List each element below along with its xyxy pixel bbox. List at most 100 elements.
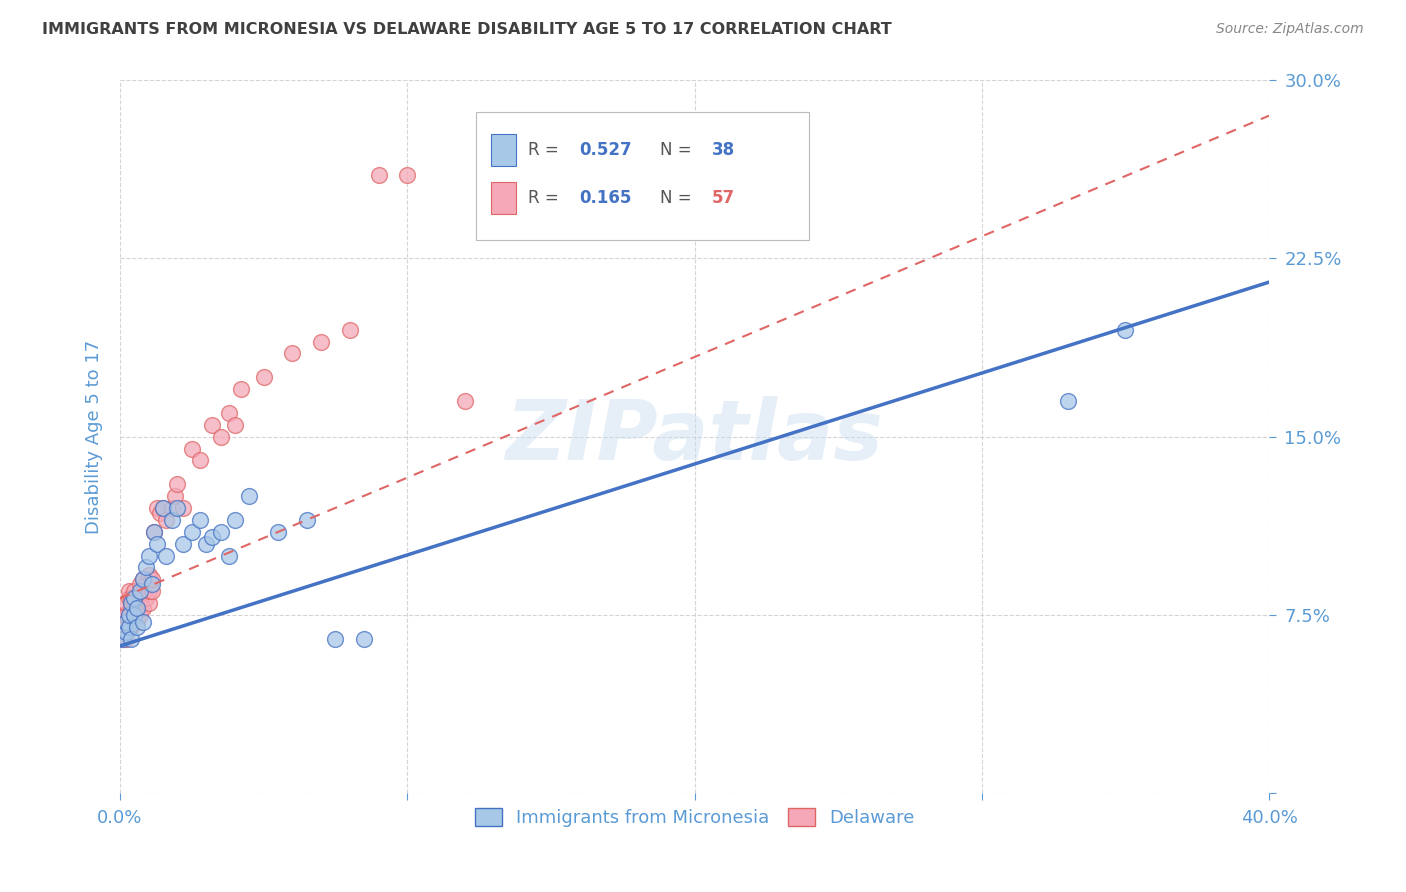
- Point: [141, 572, 163, 586]
- Point: [124, 584, 146, 599]
- Point: [190, 513, 212, 527]
- Point: [143, 524, 166, 539]
- Point: [114, 632, 136, 646]
- Text: IMMIGRANTS FROM MICRONESIA VS DELAWARE DISABILITY AGE 5 TO 17 CORRELATION CHART: IMMIGRANTS FROM MICRONESIA VS DELAWARE D…: [42, 22, 891, 37]
- Text: R =: R =: [527, 141, 564, 159]
- Point: [224, 417, 246, 432]
- Point: [510, 203, 533, 218]
- Text: 0.165: 0.165: [579, 189, 633, 207]
- Point: [209, 430, 232, 444]
- Point: [124, 591, 146, 606]
- Text: ZIPatlas: ZIPatlas: [506, 396, 883, 477]
- Point: [201, 529, 224, 543]
- Bar: [491, 182, 516, 214]
- Point: [224, 513, 246, 527]
- Point: [252, 370, 274, 384]
- Point: [166, 477, 188, 491]
- Point: [1057, 394, 1080, 409]
- Point: [138, 596, 160, 610]
- Point: [114, 607, 136, 622]
- Point: [111, 632, 134, 646]
- Text: Source: ZipAtlas.com: Source: ZipAtlas.com: [1216, 22, 1364, 37]
- Point: [117, 584, 139, 599]
- Point: [172, 501, 194, 516]
- Point: [281, 346, 304, 360]
- Text: 57: 57: [711, 189, 735, 207]
- Point: [180, 442, 202, 456]
- Point: [114, 596, 136, 610]
- Point: [149, 506, 172, 520]
- Point: [218, 549, 240, 563]
- Point: [568, 180, 591, 194]
- Point: [111, 632, 134, 646]
- Point: [120, 600, 142, 615]
- Point: [132, 572, 155, 586]
- Text: 38: 38: [711, 141, 735, 159]
- Point: [129, 577, 152, 591]
- FancyBboxPatch shape: [477, 112, 810, 241]
- Point: [309, 334, 332, 349]
- Point: [117, 620, 139, 634]
- Text: N =: N =: [659, 141, 697, 159]
- Text: 0.527: 0.527: [579, 141, 633, 159]
- Point: [132, 584, 155, 599]
- Point: [325, 632, 347, 646]
- Point: [114, 624, 136, 639]
- Point: [132, 615, 155, 629]
- Point: [117, 607, 139, 622]
- Point: [138, 549, 160, 563]
- Point: [135, 591, 157, 606]
- Point: [117, 620, 139, 634]
- Point: [155, 549, 177, 563]
- Point: [201, 417, 224, 432]
- Point: [120, 596, 142, 610]
- Point: [209, 524, 232, 539]
- Point: [238, 489, 260, 503]
- Point: [267, 524, 290, 539]
- Bar: [491, 134, 516, 166]
- Point: [367, 168, 389, 182]
- Point: [339, 323, 361, 337]
- Point: [127, 615, 149, 629]
- Point: [127, 600, 149, 615]
- Point: [129, 607, 152, 622]
- Point: [195, 536, 218, 550]
- Point: [218, 406, 240, 420]
- Point: [132, 600, 155, 615]
- Point: [132, 572, 155, 586]
- Point: [143, 524, 166, 539]
- Point: [180, 524, 202, 539]
- Point: [111, 620, 134, 634]
- Point: [111, 607, 134, 622]
- Point: [146, 536, 169, 550]
- Text: N =: N =: [659, 189, 697, 207]
- Legend: Immigrants from Micronesia, Delaware: Immigrants from Micronesia, Delaware: [467, 800, 922, 834]
- Point: [166, 501, 188, 516]
- Point: [117, 607, 139, 622]
- Point: [124, 607, 146, 622]
- Point: [160, 501, 183, 516]
- Point: [155, 513, 177, 527]
- Point: [141, 577, 163, 591]
- Point: [163, 489, 186, 503]
- Point: [120, 620, 142, 634]
- Point: [114, 615, 136, 629]
- Point: [141, 584, 163, 599]
- Point: [117, 591, 139, 606]
- Point: [152, 501, 174, 516]
- Point: [146, 501, 169, 516]
- Point: [454, 394, 477, 409]
- Text: R =: R =: [527, 189, 564, 207]
- Point: [120, 632, 142, 646]
- Point: [138, 584, 160, 599]
- Point: [190, 453, 212, 467]
- Y-axis label: Disability Age 5 to 17: Disability Age 5 to 17: [86, 340, 103, 533]
- Point: [353, 632, 375, 646]
- Point: [229, 382, 252, 396]
- Point: [124, 607, 146, 622]
- Point: [135, 560, 157, 574]
- Point: [129, 584, 152, 599]
- Point: [396, 168, 419, 182]
- Point: [135, 577, 157, 591]
- Point: [127, 620, 149, 634]
